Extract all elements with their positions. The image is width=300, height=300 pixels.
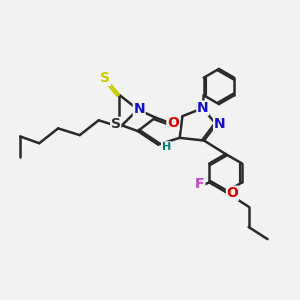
Text: S: S (111, 117, 121, 131)
Text: F: F (195, 177, 205, 191)
Text: O: O (226, 186, 238, 200)
Text: N: N (214, 117, 225, 131)
Text: N: N (197, 101, 208, 115)
Text: S: S (100, 71, 110, 85)
Text: O: O (167, 116, 179, 130)
Text: H: H (162, 142, 171, 152)
Text: N: N (134, 103, 145, 116)
